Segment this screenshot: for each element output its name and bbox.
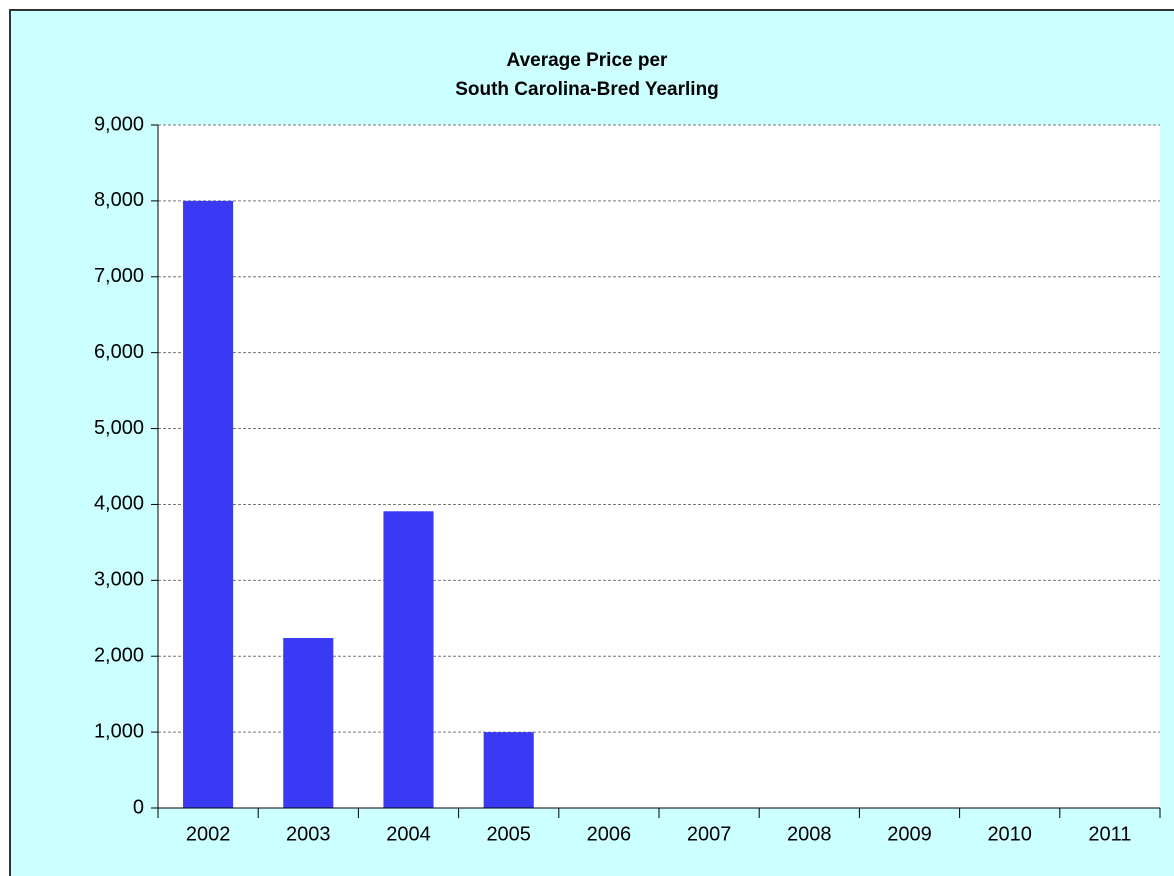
y-tick-label: 7,000 bbox=[94, 265, 144, 287]
x-tick-label: 2005 bbox=[486, 823, 531, 845]
y-tick-label: 0 bbox=[133, 796, 144, 818]
bar bbox=[283, 638, 334, 808]
x-tick-label: 2007 bbox=[687, 823, 732, 845]
x-tick-label: 2006 bbox=[587, 823, 632, 845]
y-tick-label: 5,000 bbox=[94, 417, 144, 439]
y-tick-label: 8,000 bbox=[94, 189, 144, 211]
x-tick-label: 2004 bbox=[386, 823, 431, 845]
x-tick-label: 2011 bbox=[1088, 823, 1131, 845]
chart-title: South Carolina-Bred Yearling bbox=[455, 79, 719, 100]
y-tick-label: 4,000 bbox=[94, 493, 144, 515]
x-tick-label: 2003 bbox=[286, 823, 331, 845]
x-tick-label: 2010 bbox=[987, 823, 1032, 845]
x-tick-label: 2009 bbox=[887, 823, 932, 845]
y-tick-label: 9,000 bbox=[94, 113, 144, 135]
y-tick-label: 3,000 bbox=[94, 569, 144, 591]
chart-title: Average Price per bbox=[507, 50, 668, 71]
bar bbox=[383, 511, 434, 808]
bar bbox=[183, 200, 234, 808]
y-tick-label: 2,000 bbox=[94, 645, 144, 667]
y-tick-label: 1,000 bbox=[94, 720, 144, 742]
x-tick-label: 2002 bbox=[186, 823, 231, 845]
y-tick-label: 6,000 bbox=[94, 341, 144, 363]
bar bbox=[483, 732, 534, 808]
x-tick-label: 2008 bbox=[787, 823, 832, 845]
